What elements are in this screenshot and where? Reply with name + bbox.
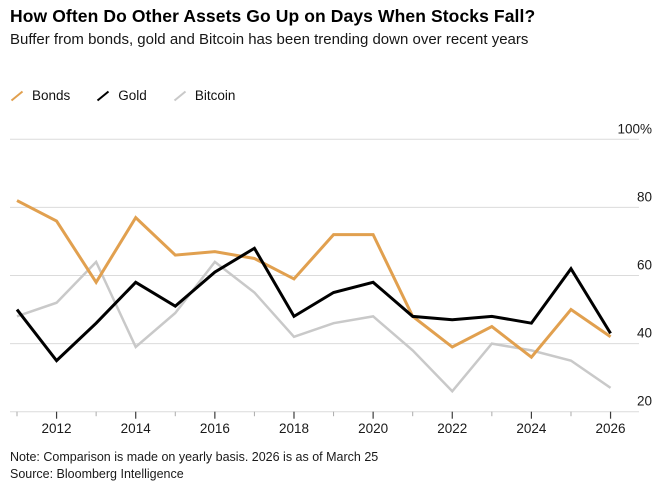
legend-label-bonds: Bonds xyxy=(32,88,71,103)
page-title: How Often Do Other Assets Go Up on Days … xyxy=(10,6,536,26)
gold-line-swatch-icon xyxy=(97,90,110,101)
series-line-gold xyxy=(15,246,612,363)
chart-source: Source: Bloomberg Intelligence xyxy=(10,467,184,481)
y-axis-label: 40 xyxy=(637,326,652,341)
y-axis-label: 80 xyxy=(637,189,652,204)
y-axis-label: 60 xyxy=(637,258,652,273)
y-axis-label: 20 xyxy=(637,394,652,409)
chart-subtitle: Buffer from bonds, gold and Bitcoin has … xyxy=(10,31,529,48)
x-axis-label: 2018 xyxy=(279,421,309,436)
legend-item-bitcoin: Bitcoin xyxy=(173,88,236,103)
legend: Bonds Gold Bitcoin xyxy=(10,88,235,103)
legend-item-bonds: Bonds xyxy=(10,88,70,103)
chart-note: Note: Comparison is made on yearly basis… xyxy=(10,450,379,464)
bonds-line-swatch-icon xyxy=(10,90,24,101)
x-axis-label: 2020 xyxy=(358,421,388,436)
bitcoin-line-swatch-icon xyxy=(173,90,186,101)
legend-label-gold: Gold xyxy=(118,88,147,103)
legend-label-bitcoin: Bitcoin xyxy=(194,88,236,103)
y-axis-label: 100% xyxy=(617,121,652,136)
x-axis-label: 2026 xyxy=(596,421,626,436)
x-axis-label: 2014 xyxy=(121,421,152,436)
x-axis-label: 2022 xyxy=(437,421,467,436)
x-axis-label: 2016 xyxy=(200,421,230,436)
x-axis-label: 2012 xyxy=(42,421,72,436)
series-line-bitcoin xyxy=(16,259,612,394)
legend-item-gold: Gold xyxy=(96,88,147,103)
x-axis-label: 2024 xyxy=(516,421,547,436)
series-line-bonds xyxy=(16,199,612,360)
